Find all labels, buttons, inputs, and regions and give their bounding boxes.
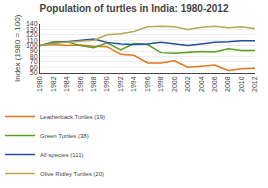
svg-text:1998: 1998 (157, 76, 164, 92)
svg-text:2002: 2002 (184, 76, 191, 92)
svg-text:60: 60 (30, 64, 38, 71)
svg-text:80: 80 (30, 53, 38, 60)
svg-text:Population of turtles in India: Population of turtles in India: 1980-201… (40, 3, 229, 14)
svg-text:All species (111): All species (111) (40, 152, 83, 158)
svg-text:2008: 2008 (224, 76, 231, 92)
svg-text:90: 90 (30, 47, 38, 54)
svg-text:1980: 1980 (36, 76, 43, 92)
svg-text:Index (1980 = 100): Index (1980 = 100) (13, 14, 22, 82)
svg-text:100: 100 (26, 42, 38, 49)
svg-text:1996: 1996 (144, 76, 151, 92)
svg-text:50: 50 (30, 69, 38, 76)
svg-text:2004: 2004 (198, 76, 205, 92)
svg-text:110: 110 (26, 37, 37, 44)
svg-text:1982: 1982 (50, 76, 57, 92)
svg-text:120: 120 (26, 31, 38, 38)
svg-text:Olive Ridley Turtles (20): Olive Ridley Turtles (20) (40, 171, 104, 177)
svg-text:2006: 2006 (211, 76, 218, 92)
svg-text:70: 70 (30, 58, 38, 65)
svg-text:1986: 1986 (77, 76, 84, 92)
svg-text:1988: 1988 (90, 76, 97, 92)
svg-text:1994: 1994 (130, 76, 137, 92)
svg-text:Leatherback Turtles (19): Leatherback Turtles (19) (40, 114, 105, 120)
svg-text:1984: 1984 (63, 76, 70, 92)
svg-text:2000: 2000 (171, 76, 178, 92)
svg-text:130: 130 (26, 26, 38, 33)
svg-text:1990: 1990 (103, 76, 110, 92)
svg-text:Green Turtles (38): Green Turtles (38) (40, 133, 89, 139)
svg-text:1992: 1992 (117, 76, 124, 92)
svg-text:2010: 2010 (238, 76, 245, 92)
svg-text:140: 140 (26, 20, 38, 27)
svg-text:2012: 2012 (251, 76, 258, 92)
